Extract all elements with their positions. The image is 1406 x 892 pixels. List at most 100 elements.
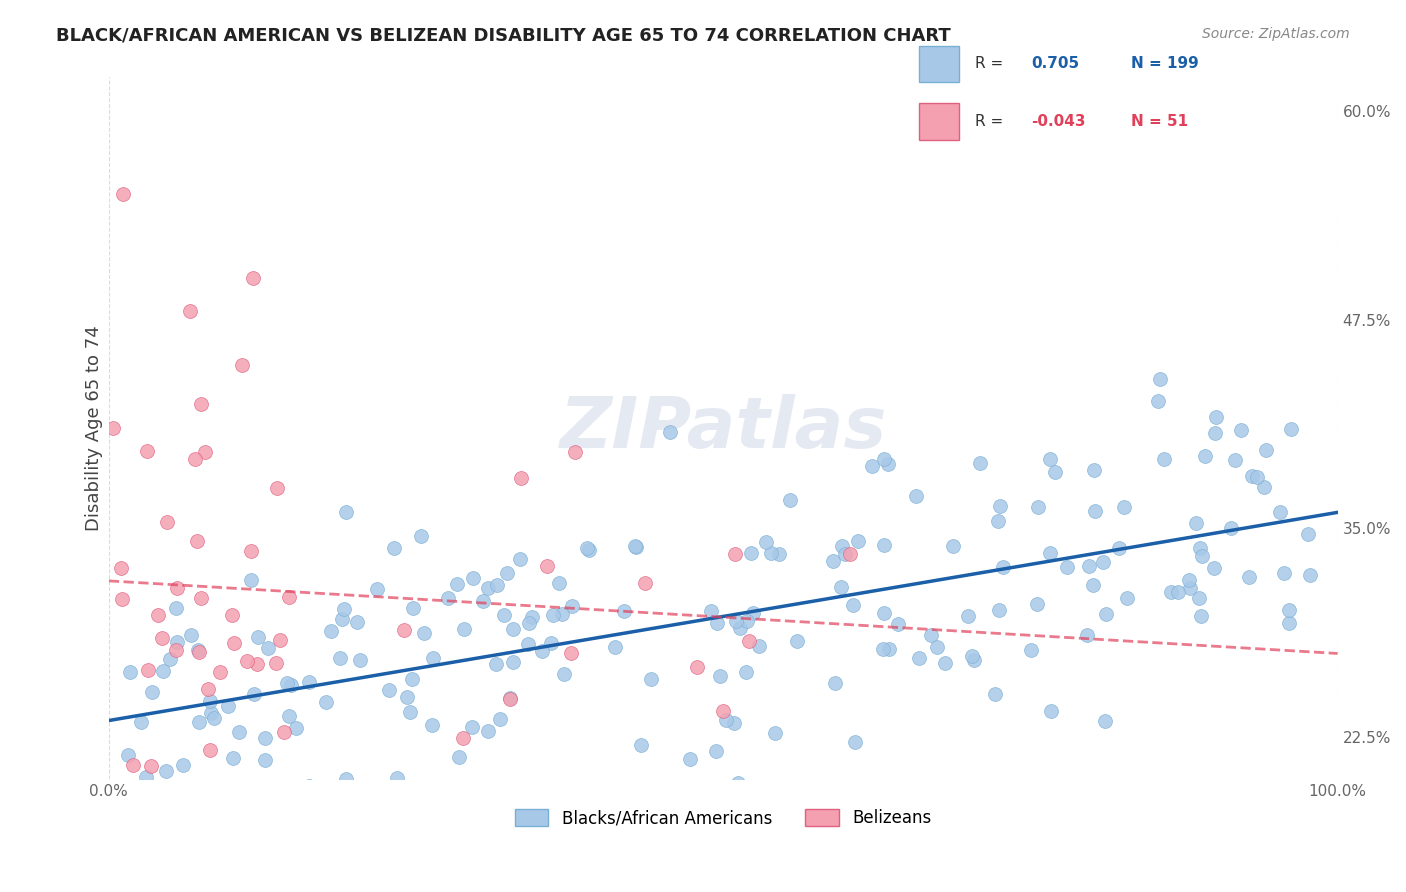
Point — [485, 578, 508, 592]
Point — [451, 731, 474, 745]
Point — [530, 644, 553, 658]
Point — [1116, 591, 1139, 605]
Point — [686, 659, 709, 673]
Point — [759, 546, 782, 560]
Point — [385, 771, 408, 785]
Point — [477, 581, 499, 595]
Point — [411, 529, 433, 543]
Point — [872, 642, 894, 657]
Point — [1189, 541, 1212, 555]
Point — [222, 636, 245, 650]
Point — [330, 612, 353, 626]
Point — [956, 609, 979, 624]
Point — [740, 546, 762, 560]
Point — [860, 459, 883, 474]
Text: N = 199: N = 199 — [1132, 56, 1199, 71]
Point — [1040, 704, 1063, 718]
Point — [679, 752, 702, 766]
Point — [1026, 500, 1049, 514]
Point — [1043, 465, 1066, 479]
Point — [249, 791, 271, 805]
Point — [824, 676, 846, 690]
Point — [228, 724, 250, 739]
Point — [1146, 393, 1168, 408]
Point — [217, 698, 239, 713]
FancyBboxPatch shape — [920, 103, 959, 139]
Point — [1279, 422, 1302, 436]
Point — [711, 704, 734, 718]
Point — [1160, 585, 1182, 599]
Point — [540, 636, 562, 650]
Point — [190, 591, 212, 605]
Legend: Blacks/African Americans, Belizeans: Blacks/African Americans, Belizeans — [509, 802, 938, 834]
Point — [499, 692, 522, 706]
Point — [280, 678, 302, 692]
Point — [200, 706, 222, 721]
Point — [831, 539, 853, 553]
Point — [298, 674, 321, 689]
Point — [254, 753, 277, 767]
Point — [920, 628, 942, 642]
Point — [186, 534, 208, 549]
Point — [737, 633, 759, 648]
Point — [155, 764, 177, 778]
Point — [276, 676, 298, 690]
Point — [1241, 469, 1264, 483]
Point — [148, 607, 170, 622]
Point — [613, 604, 636, 618]
Point — [236, 654, 259, 668]
Point — [578, 543, 600, 558]
Point — [488, 712, 510, 726]
Point — [560, 647, 582, 661]
Point — [111, 187, 134, 202]
Point — [156, 516, 179, 530]
Point — [1083, 577, 1105, 591]
Point — [834, 547, 856, 561]
Point — [1077, 558, 1099, 573]
Point — [1191, 549, 1213, 563]
Point — [725, 614, 748, 628]
Point — [349, 653, 371, 667]
Point — [202, 711, 225, 725]
Text: Source: ZipAtlas.com: Source: ZipAtlas.com — [1202, 27, 1350, 41]
Point — [499, 690, 522, 705]
Point — [873, 452, 896, 467]
Point — [519, 615, 541, 630]
Point — [188, 714, 211, 729]
Point — [496, 566, 519, 580]
Point — [730, 622, 752, 636]
Point — [1296, 527, 1319, 541]
Point — [273, 725, 295, 739]
Point — [516, 637, 538, 651]
FancyBboxPatch shape — [920, 45, 959, 82]
Point — [266, 656, 288, 670]
Point — [190, 397, 212, 411]
Point — [135, 444, 157, 458]
Point — [188, 645, 211, 659]
Point — [218, 805, 240, 820]
Point — [346, 615, 368, 629]
Point — [520, 610, 543, 624]
Point — [742, 606, 765, 620]
Point — [634, 575, 657, 590]
Point — [222, 751, 245, 765]
Point — [737, 614, 759, 628]
Point — [278, 709, 301, 723]
Point — [422, 650, 444, 665]
Point — [541, 607, 564, 622]
Point — [659, 425, 682, 439]
Point — [727, 776, 749, 790]
Point — [724, 547, 747, 561]
Point — [988, 499, 1011, 513]
Point — [165, 642, 187, 657]
Point — [200, 694, 222, 708]
Point — [605, 640, 627, 655]
Point — [111, 591, 134, 606]
Point — [561, 599, 583, 614]
Point — [1056, 559, 1078, 574]
Point — [401, 672, 423, 686]
Point — [839, 547, 862, 561]
Point — [1084, 504, 1107, 518]
Point — [553, 667, 575, 681]
Point — [413, 625, 436, 640]
